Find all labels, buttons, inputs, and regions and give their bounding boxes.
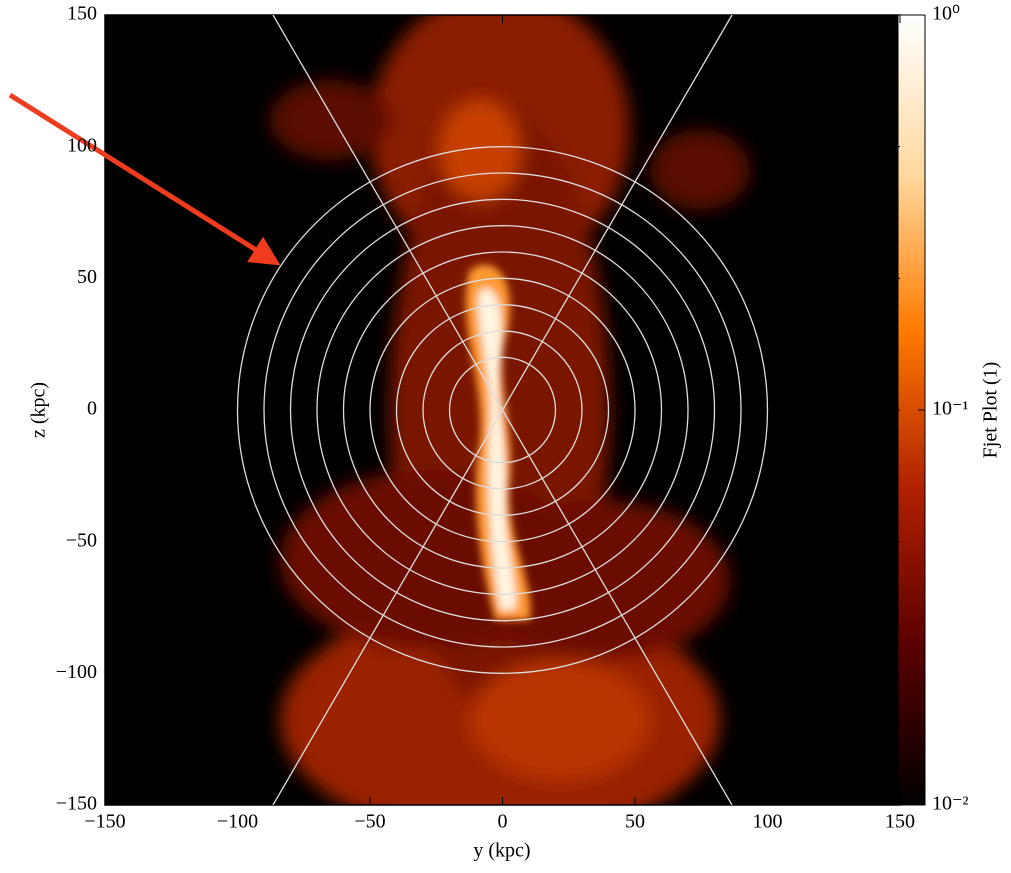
x-tick-label: −50 [354, 811, 385, 833]
overlay [236, 15, 769, 805]
annotation-arrow [8, 92, 281, 266]
field-image [105, 15, 900, 805]
y-tick-label: −150 [56, 793, 97, 815]
y-tick-label: 100 [67, 134, 97, 156]
ring [289, 198, 716, 622]
x-tick-label: 50 [625, 811, 645, 833]
y-axis-label: z (kpc) [28, 382, 50, 438]
ring [316, 225, 689, 595]
x-tick-label: −150 [84, 811, 125, 833]
colorbar-label: Fjet Plot (1) [980, 362, 1002, 459]
colorbar-tick-label: 10⁻² [932, 793, 969, 815]
ring [263, 172, 742, 648]
ring [422, 330, 583, 490]
ring [448, 356, 557, 464]
colorbar-tick-label: 10⁻¹ [932, 398, 969, 420]
x-tick-label: 150 [885, 811, 915, 833]
x-tick-label: 0 [498, 811, 508, 833]
y-tick-label: 150 [67, 3, 97, 25]
x-tick-label: −100 [217, 811, 258, 833]
ring [236, 146, 769, 674]
y-tick-label: 0 [87, 398, 97, 420]
ring [395, 304, 610, 516]
cone-edge [272, 15, 733, 805]
y-tick-label: −100 [56, 661, 97, 683]
ring [342, 251, 663, 569]
colorbar-tick-label: 10⁰ [932, 3, 960, 25]
y-tick-label: 50 [77, 266, 97, 288]
y-tick-label: −50 [66, 529, 97, 551]
x-axis-label: y (kpc) [473, 840, 530, 862]
x-tick-label: 100 [753, 811, 783, 833]
ring [369, 277, 636, 543]
